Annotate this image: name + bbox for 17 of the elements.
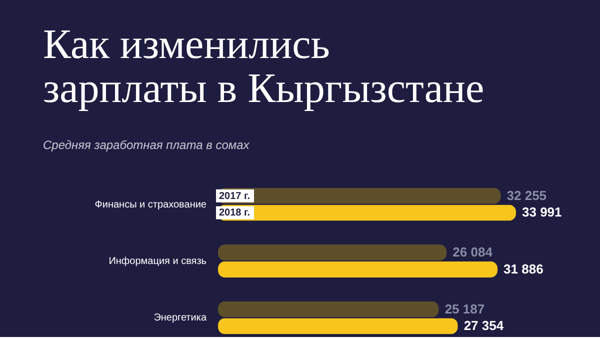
bar [218, 244, 447, 261]
bar [218, 261, 498, 278]
chart-subtitle: Средняя заработная плата в сомах [43, 138, 250, 152]
series-label: 2018 г. [219, 208, 250, 219]
data-label: 32 255 [506, 188, 547, 203]
chart-title: Как изменились зарплаты в Кыргызстане [43, 22, 484, 112]
y-tick-label: Финансы и страхование [94, 199, 207, 210]
data-label: 27 354 [464, 318, 504, 334]
data-label: 26 084 [452, 244, 494, 260]
bar [218, 301, 439, 318]
y-tick-label: Энергетика [154, 312, 207, 324]
data-label: 25 187 [444, 301, 485, 316]
bar [218, 318, 458, 334]
data-label: 31 886 [504, 261, 544, 276]
y-tick-label: Информация и связь [108, 256, 206, 267]
data-label: 33 991 [522, 204, 562, 220]
series-label: 2017 г. [219, 190, 250, 202]
